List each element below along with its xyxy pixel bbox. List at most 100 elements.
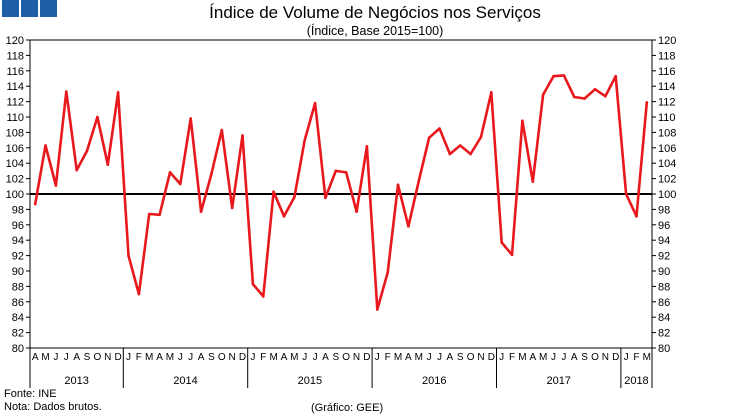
y-tick-label-right: 116 [658,66,676,78]
x-month-label: J [561,352,566,363]
data-point [137,292,141,296]
x-year-label: 2013 [64,375,88,387]
x-month-label: A [156,352,163,363]
data-point [645,101,649,104]
x-month-label: J [375,352,380,363]
y-tick-label-left: 110 [6,112,24,124]
x-month-label: J [551,352,556,363]
y-tick-label-left: 108 [6,127,24,139]
data-point [469,152,472,156]
x-month-label: D [239,352,246,363]
data-point [127,254,130,257]
source-note: Fonte: INE [4,388,57,400]
y-tick-label-right: 86 [658,297,670,309]
x-month-label: F [260,352,266,363]
data-point [179,182,182,186]
chart-credit: (Gráfico: GEE) [311,402,384,414]
data-point [438,127,441,130]
y-tick-label-left: 116 [6,66,24,78]
data-point [635,215,638,218]
data-point [386,271,389,274]
x-month-label: D [612,352,619,363]
data-point [479,135,483,139]
x-month-label: D [488,352,495,363]
data-point [500,241,503,244]
data-point [44,144,47,147]
x-month-label: O [93,352,101,363]
x-month-label: J [499,352,504,363]
data-point [417,179,421,183]
y-tick-label-left: 114 [6,81,24,93]
y-tick-label-right: 112 [658,97,676,109]
x-month-label: A [322,352,329,363]
data-point [282,215,286,218]
chart-title: Índice de Volume de Negócios nos Serviço… [209,3,541,22]
x-month-label: S [332,352,339,363]
y-tick-label-right: 104 [658,158,676,170]
x-month-label: O [467,352,475,363]
x-month-label: J [437,352,442,363]
data-point [96,115,99,119]
data-point [210,172,213,176]
x-month-label: A [405,352,412,363]
data-point [251,282,255,286]
data-point [604,94,607,98]
data-point [189,117,192,120]
data-point [75,168,78,172]
y-tick-label-right: 90 [658,266,670,278]
y-tick-label-right: 88 [658,281,670,293]
x-year-label: 2014 [173,375,197,387]
data-point [355,210,358,214]
data-point [490,91,493,94]
data-point [293,195,296,199]
y-tick-label-right: 92 [658,251,670,263]
x-month-label: J [250,352,255,363]
x-year-label: 2018 [624,375,648,387]
data-point [448,152,452,156]
data-point [54,184,58,187]
data-point [624,192,628,196]
x-month-label: F [633,352,639,363]
x-month-label: M [643,352,651,363]
x-month-label: M [518,352,526,363]
x-month-label: M [41,352,49,363]
data-point [116,91,120,94]
x-month-label: N [353,352,360,363]
x-month-label: A [73,352,80,363]
data-point [334,169,338,173]
x-month-label: M [415,352,423,363]
y-tick-label-right: 84 [658,312,670,324]
y-tick-label-left: 120 [6,35,24,47]
x-month-label: S [208,352,215,363]
series-line [33,74,649,311]
x-year-label: 2016 [422,375,446,387]
y-tick-label-right: 98 [658,204,670,216]
data-point [85,149,89,153]
x-month-label: J [302,352,307,363]
data-point [521,119,524,123]
data-point [324,196,327,200]
data-point [33,202,37,206]
data-point [168,171,172,174]
y-tick-label-left: 84 [12,312,24,324]
header-decor-square [21,0,38,17]
x-month-label: A [529,352,536,363]
data-point [365,144,369,148]
y-tick-label-right: 108 [658,127,676,139]
data-point [303,138,307,142]
x-month-label: S [457,352,464,363]
x-month-label: S [84,352,91,363]
x-month-label: A [571,352,578,363]
data-point [614,74,618,78]
x-month-label: J [64,352,69,363]
x-month-label: A [447,352,454,363]
x-month-label: A [281,352,288,363]
x-month-label: S [581,352,588,363]
y-tick-label-left: 90 [12,266,24,278]
data-point [261,295,265,298]
data-point [230,206,234,210]
y-tick-label-left: 112 [6,97,24,109]
x-month-label: J [126,352,131,363]
y-tick-label-right: 102 [658,174,676,186]
